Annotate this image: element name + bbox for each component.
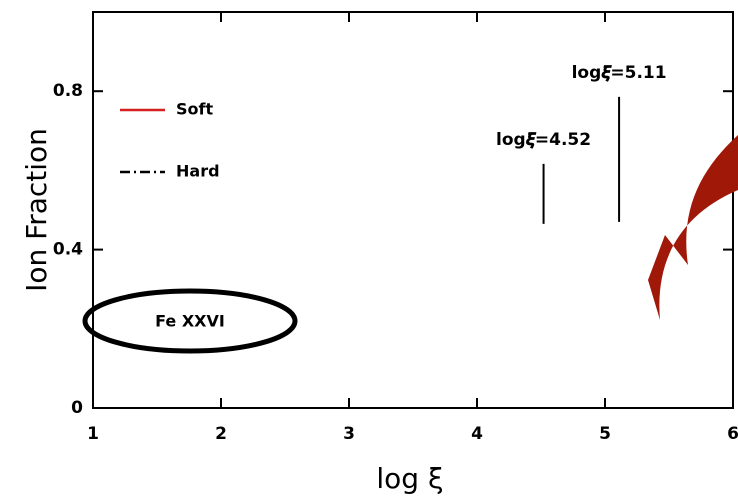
x-axis-label: log ξ xyxy=(376,462,443,495)
annotation-label: log𝝃=5.11 xyxy=(572,63,667,83)
y-tick-label: 0.8 xyxy=(53,81,83,101)
x-tick-label: 6 xyxy=(727,424,738,444)
ion-ellipse xyxy=(82,288,298,354)
y-tick-label: 0 xyxy=(71,398,83,418)
y-axis-label: Ion Fraction xyxy=(20,128,53,292)
legend-label: Soft xyxy=(176,100,213,119)
x-tick-label: 2 xyxy=(215,424,227,444)
y-tick-label: 0.4 xyxy=(53,240,83,260)
x-tick-label: 3 xyxy=(343,424,355,444)
legend-label: Hard xyxy=(176,162,220,181)
x-tick-label: 1 xyxy=(87,424,99,444)
plot-frame xyxy=(92,11,734,409)
x-tick-label: 5 xyxy=(599,424,611,444)
x-tick-label: 4 xyxy=(471,424,483,444)
ion-label: Fe XXVI xyxy=(155,312,225,331)
annotation-label: log𝝃=4.52 xyxy=(496,130,591,150)
arrow-decoration xyxy=(648,135,738,320)
